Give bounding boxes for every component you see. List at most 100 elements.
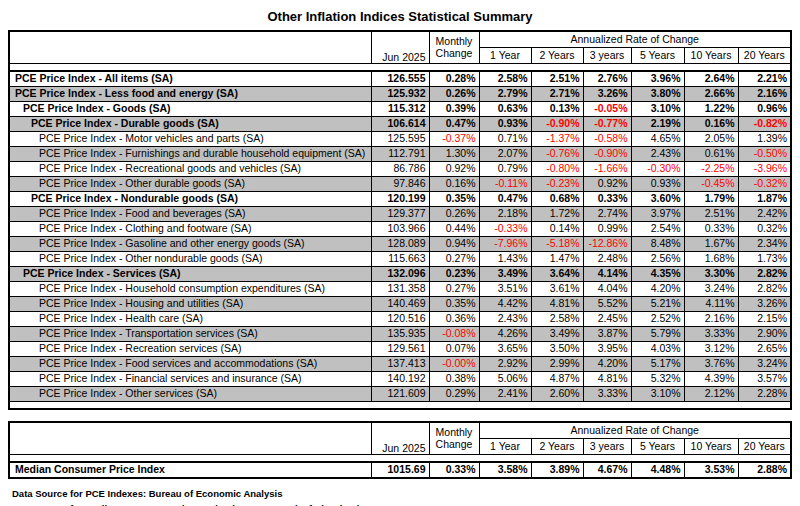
- value-cell: 106.614: [371, 117, 429, 132]
- table-row: PCE Price Index - Transportation service…: [9, 327, 791, 342]
- row-label: PCE Price Index - Nondurable goods (SA): [9, 192, 371, 207]
- value-cell: 5.32%: [631, 372, 684, 387]
- row-label: PCE Price Index - Food services and acco…: [9, 357, 371, 372]
- value-cell: 2.12%: [684, 387, 738, 402]
- value-cell: 0.16%: [684, 117, 738, 132]
- value-cell: 115.663: [371, 252, 429, 267]
- table-row: PCE Price Index - Nondurable goods (SA) 1…: [9, 192, 791, 207]
- value-cell: -1.37%: [531, 132, 583, 147]
- value-cell: 125.932: [371, 87, 429, 102]
- row-label: PCE Price Index - Recreation services (S…: [9, 342, 371, 357]
- value-cell: 2.48%: [583, 252, 631, 267]
- value-cell: 3.57%: [738, 372, 791, 387]
- value-cell: 2.82%: [738, 267, 791, 282]
- value-cell: 4.48%: [631, 462, 684, 478]
- value-cell: 3.12%: [684, 342, 738, 357]
- value-cell: 2.41%: [479, 387, 531, 402]
- value-cell: 1.72%: [531, 207, 583, 222]
- value-cell: 2.92%: [479, 357, 531, 372]
- value-cell: 140.469: [371, 297, 429, 312]
- row-label: PCE Price Index - Less food and energy (…: [9, 87, 371, 102]
- value-cell: 2.19%: [631, 117, 684, 132]
- value-cell: 4.35%: [631, 267, 684, 282]
- value-cell: 1.67%: [684, 237, 738, 252]
- table-row: PCE Price Index - Gasoline and other ene…: [9, 237, 791, 252]
- value-cell: 2.58%: [479, 71, 531, 87]
- value-cell: 1.22%: [684, 102, 738, 117]
- table-row: PCE Price Index - Other nondurable goods…: [9, 252, 791, 267]
- row-label: PCE Price Index - Food and beverages (SA…: [9, 207, 371, 222]
- value-cell: 5.06%: [479, 372, 531, 387]
- value-cell: 0.93%: [479, 117, 531, 132]
- value-cell: 3.49%: [479, 267, 531, 282]
- row-label: Median Consumer Price Index: [9, 462, 371, 478]
- row-label: PCE Price Index - Durable goods (SA): [9, 117, 371, 132]
- median-table-body: Median Consumer Price Index1015.690.33%3…: [9, 462, 791, 478]
- value-cell: 0.36%: [429, 312, 479, 327]
- year-column-header: 2 Years: [531, 48, 583, 64]
- value-cell: 0.63%: [479, 102, 531, 117]
- value-cell: 2.05%: [684, 132, 738, 147]
- value-cell: 3.24%: [684, 282, 738, 297]
- value-cell: 1.87%: [738, 192, 791, 207]
- row-label: PCE Price Index - Motor vehicles and par…: [9, 132, 371, 147]
- value-cell: 3.10%: [631, 387, 684, 402]
- value-cell: 0.92%: [583, 177, 631, 192]
- value-cell: 2.52%: [631, 312, 684, 327]
- value-cell: 4.87%: [531, 372, 583, 387]
- value-cell: -0.37%: [429, 132, 479, 147]
- value-cell: 3.26%: [738, 297, 791, 312]
- value-cell: 129.561: [371, 342, 429, 357]
- value-cell: 4.65%: [631, 132, 684, 147]
- table-row: Median Consumer Price Index1015.690.33%3…: [9, 462, 791, 478]
- value-cell: 0.13%: [531, 102, 583, 117]
- value-cell: 2.51%: [684, 207, 738, 222]
- header-spacer-row: [9, 64, 791, 72]
- value-cell: 0.93%: [631, 177, 684, 192]
- row-label: PCE Price Index - Services (SA): [9, 267, 371, 282]
- value-cell: 129.377: [371, 207, 429, 222]
- table-row: PCE Price Index - All items (SA)126.5550…: [9, 71, 791, 87]
- value-cell: 0.26%: [429, 87, 479, 102]
- year-column-header: 1 Year: [479, 48, 531, 64]
- table-row: PCE Price Index - Goods (SA)115.3120.39%…: [9, 102, 791, 117]
- value-cell: 2.45%: [583, 312, 631, 327]
- value-cell: 3.80%: [631, 87, 684, 102]
- value-cell: 4.81%: [583, 372, 631, 387]
- table-row: PCE Price Index - Other services (SA)121…: [9, 387, 791, 402]
- value-cell: 1.39%: [738, 132, 791, 147]
- row-label: PCE Price Index - Recreational goods and…: [9, 162, 371, 177]
- table-row: PCE Price Index - Financial services and…: [9, 372, 791, 387]
- year-column-header: 10 Years: [684, 48, 738, 64]
- footnotes: Data Source for PCE Indexes: Bureau of E…: [12, 488, 800, 506]
- year-column-header: 5 Years: [631, 439, 684, 455]
- value-cell: 4.20%: [631, 282, 684, 297]
- row-label: PCE Price Index - Financial services and…: [9, 372, 371, 387]
- value-cell: 0.23%: [429, 267, 479, 282]
- value-cell: 5.21%: [631, 297, 684, 312]
- value-cell: 1.79%: [684, 192, 738, 207]
- annualized-rate-header: Annualized Rate of Change: [479, 422, 791, 439]
- table-row: PCE Price Index - Health care (SA)120.51…: [9, 312, 791, 327]
- value-cell: 131.358: [371, 282, 429, 297]
- value-cell: 2.76%: [583, 71, 631, 87]
- table-row: PCE Price Index - Recreation services (S…: [9, 342, 791, 357]
- value-cell: 2.58%: [531, 312, 583, 327]
- value-cell: 3.60%: [631, 192, 684, 207]
- value-cell: 1.73%: [738, 252, 791, 267]
- value-cell: 0.33%: [684, 222, 738, 237]
- year-column-header: 20 Years: [738, 48, 791, 64]
- value-cell: 0.96%: [738, 102, 791, 117]
- table-row: PCE Price Index - Clothing and footware …: [9, 222, 791, 237]
- value-cell: -0.05%: [583, 102, 631, 117]
- value-cell: 2.18%: [479, 207, 531, 222]
- year-column-header: 2 Years: [531, 439, 583, 455]
- value-cell: -0.58%: [583, 132, 631, 147]
- value-cell: 4.39%: [684, 372, 738, 387]
- value-cell: 4.14%: [583, 267, 631, 282]
- value-cell: 132.096: [371, 267, 429, 282]
- row-label: PCE Price Index - Transportation service…: [9, 327, 371, 342]
- value-cell: 135.935: [371, 327, 429, 342]
- year-column-header: 3 years: [583, 48, 631, 64]
- pce-table-header: Jun 2025 Monthly Change Annualized Rate …: [9, 31, 791, 71]
